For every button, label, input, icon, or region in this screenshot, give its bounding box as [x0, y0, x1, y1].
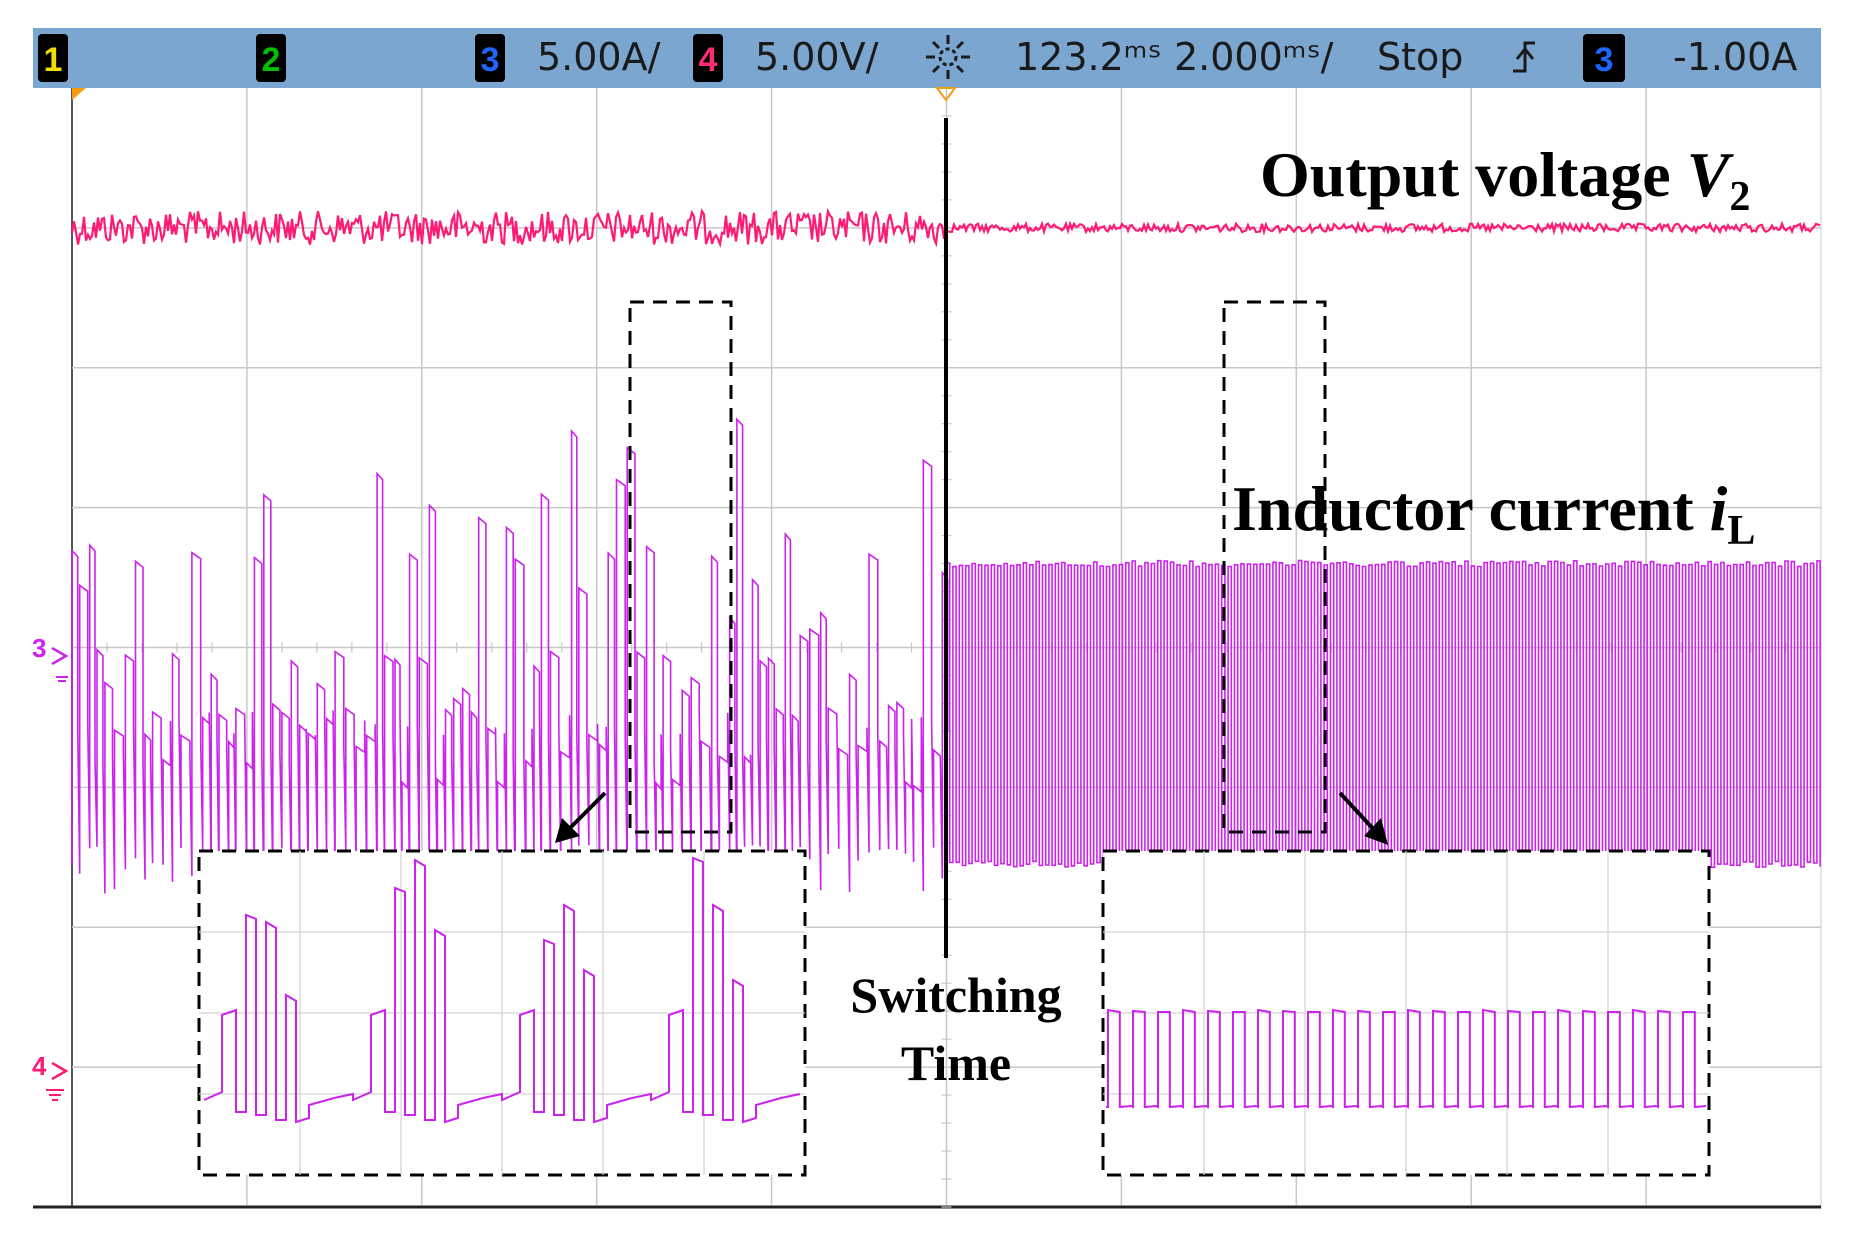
channel-2-chip[interactable]: 2: [256, 34, 286, 82]
trigger-sun-icon: [926, 35, 970, 79]
zoom-right-waveform: [1106, 1008, 1707, 1109]
channel-3-ground-marker: 3: [32, 633, 69, 682]
trigger-level: -1.00A: [1673, 35, 1797, 79]
channel-4-marker-label: 4: [32, 1051, 47, 1081]
channel-4-number: 4: [699, 41, 718, 79]
inductor-current-text: Inductor current: [1232, 473, 1710, 544]
channel-3-chip-bg: [475, 34, 505, 82]
switching-time-label-line2: Time: [901, 1035, 1011, 1091]
channel-4-chip-bg: [693, 34, 723, 82]
channel-2-number: 2: [262, 41, 281, 79]
channel-3-marker-label: 3: [32, 633, 46, 663]
selection-box-right: [1222, 300, 1327, 834]
arrow-right: [1338, 791, 1388, 845]
selection-box-left: [628, 300, 733, 834]
zoom-inset-left: [197, 849, 807, 1177]
channel-1-chip[interactable]: 1: [38, 34, 68, 82]
scope-header: 1 2 3 5.00A/ 4 5.00V/ 123.2ᵐˢ 2.00: [33, 28, 1821, 88]
output-voltage-text: Output voltage: [1260, 139, 1687, 210]
zoom-inset-right: [1101, 849, 1711, 1177]
output-voltage-variable: V: [1687, 139, 1735, 210]
inductor-current-subscript: L: [1727, 508, 1755, 554]
arrow-left: [555, 791, 607, 843]
channel-1-chip-bg: [38, 34, 68, 82]
left-corner-marker: [72, 88, 86, 100]
channel-3-scale: 5.00A/: [537, 35, 661, 79]
trigger-channel-chip-bg: [1583, 34, 1625, 82]
channel-1-number: 1: [44, 41, 63, 79]
channel-2-chip-bg: [256, 34, 286, 82]
channel-4-ground-marker: 4: [32, 1051, 69, 1101]
rising-edge-icon: [1513, 41, 1535, 73]
channel-3-chip[interactable]: 3: [475, 34, 505, 82]
time-position: 123.2ᵐˢ: [1015, 35, 1162, 79]
output-voltage-label: Output voltage V2: [1260, 139, 1750, 220]
channel-4-scale: 5.00V/: [755, 35, 879, 79]
run-state[interactable]: Stop: [1377, 35, 1463, 79]
channel-3-number: 3: [481, 41, 500, 79]
inductor-current-label: Inductor current iL: [1232, 473, 1755, 554]
time-scale: 2.000ᵐˢ/: [1174, 35, 1334, 79]
zoom-left-waveform: [203, 856, 801, 1124]
switching-time-label-line1: Switching: [850, 967, 1061, 1023]
inductor-current-variable: i: [1710, 473, 1728, 544]
trigger-position-marker: [935, 87, 957, 102]
trigger-channel-chip[interactable]: 3: [1583, 34, 1625, 82]
channel-4-chip[interactable]: 4: [693, 34, 723, 82]
trigger-channel-number: 3: [1595, 41, 1614, 79]
output-voltage-subscript: 2: [1729, 174, 1750, 220]
